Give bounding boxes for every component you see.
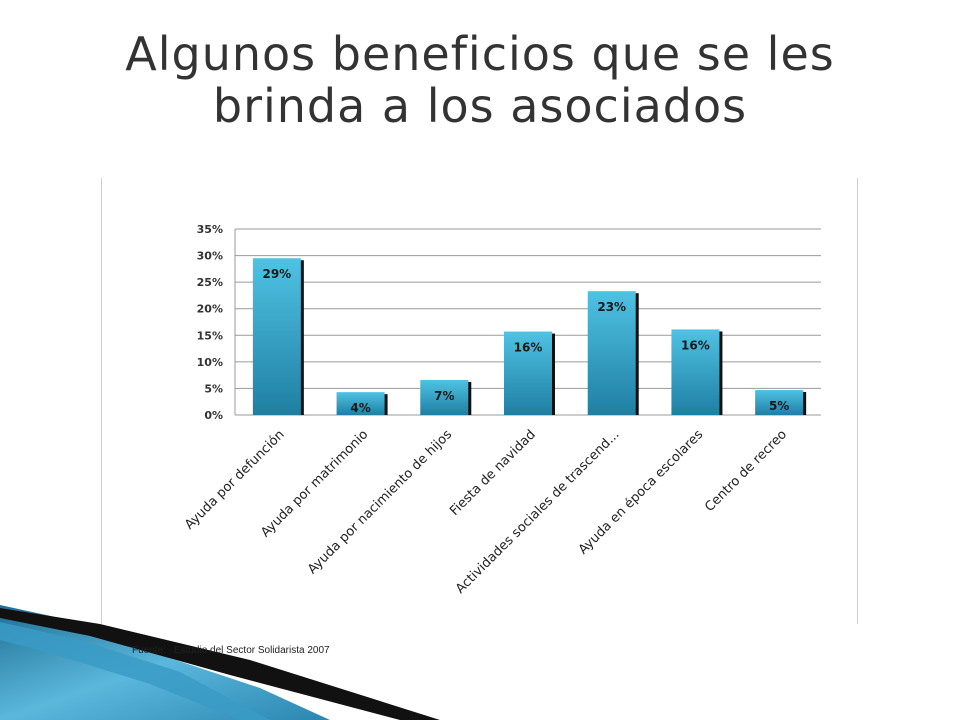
data-label: 16% [514, 341, 543, 355]
slide-title: Algunos beneficios que se les brinda a l… [60, 28, 900, 132]
chart-frame: 0% 5% 10% 15% 20% 25% 30% 35% 29% Ayuda por defun… [101, 178, 858, 624]
x-tick-label: Actividades sociales de trascend... [453, 427, 623, 597]
data-label: 5% [769, 399, 789, 413]
title-line-2: brinda a los asociados [212, 79, 748, 133]
bar [755, 390, 804, 415]
bar [587, 291, 636, 415]
data-label: 23% [597, 300, 626, 314]
y-tick-label: 35% [197, 223, 223, 236]
bar [671, 329, 720, 415]
y-tick-label: 25% [197, 276, 223, 289]
data-label: 29% [262, 267, 291, 281]
source-note: Fuente: Estudio del Sector Solidarista 20… [132, 645, 338, 656]
bar-chart: 0%5%10%15%20%25%30%35%29%Ayuda por defun… [182, 223, 821, 597]
data-label: 7% [434, 389, 454, 403]
y-tick-label: 10% [197, 356, 223, 369]
x-tick-label: Ayuda por nacimiento de hijos [305, 427, 455, 577]
x-tick-label: Centro de recreo [702, 427, 790, 515]
y-tick-label: 20% [197, 303, 223, 316]
y-tick-label: 0% [204, 409, 223, 422]
source-text: Estudio del Sector Solidarista 2007 [173, 645, 330, 656]
data-label: 4% [350, 401, 370, 415]
title-line-1: Algunos beneficios que se les [125, 27, 835, 81]
y-tick-label: 5% [204, 382, 223, 395]
data-label: 16% [681, 338, 710, 352]
bar [252, 258, 301, 415]
y-tick-label: 15% [197, 329, 223, 342]
bar [420, 379, 469, 415]
bar [336, 392, 385, 415]
y-tick-label: 30% [197, 250, 223, 263]
x-tick-label: Fiesta de navidad [447, 427, 539, 519]
bar [504, 331, 552, 415]
source-label: Fuente: [132, 645, 166, 656]
